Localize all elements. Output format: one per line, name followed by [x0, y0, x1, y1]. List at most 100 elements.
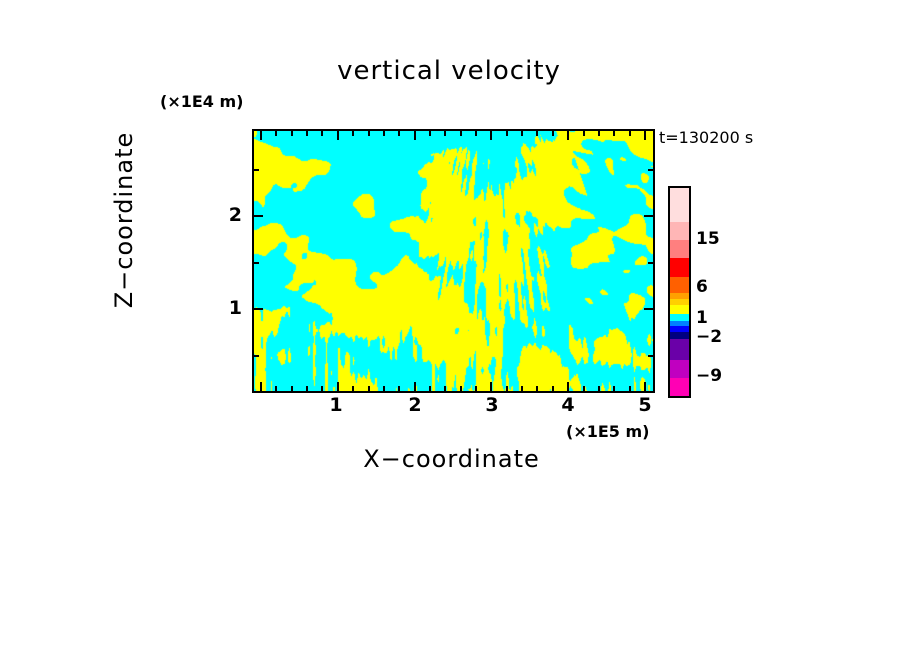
- colorbar-band-yellow: [670, 305, 689, 314]
- y-tick: [254, 215, 263, 217]
- colorbar-band-pink: [670, 222, 689, 240]
- x-tick: [552, 386, 554, 391]
- page-title: vertical velocity: [0, 56, 904, 86]
- colorbar: [668, 186, 691, 398]
- x-tick: [444, 131, 446, 136]
- x-tick-label: 3: [485, 394, 499, 416]
- page-title-text: vertical velocity: [337, 56, 561, 86]
- colorbar-band-orange: [670, 277, 689, 293]
- colorbar-band-violet: [670, 360, 689, 378]
- plot-area: [252, 129, 655, 393]
- x-tick-label: 2: [408, 394, 422, 416]
- x-tick: [275, 131, 277, 136]
- x-tick: [567, 131, 569, 140]
- y-tick: [644, 215, 653, 217]
- colorbar-band-magenta: [670, 378, 689, 396]
- x-tick: [613, 131, 615, 136]
- x-tick: [460, 386, 462, 391]
- x-tick: [337, 382, 339, 391]
- x-tick: [536, 386, 538, 391]
- x-tick: [490, 131, 492, 140]
- x-tick: [521, 131, 523, 136]
- x-tick: [352, 131, 354, 136]
- x-tick: [475, 386, 477, 391]
- x-tick: [644, 382, 646, 391]
- y-tick-label: 2: [228, 204, 242, 226]
- x-tick: [460, 131, 462, 136]
- x-tick: [536, 131, 538, 136]
- x-tick: [383, 386, 385, 391]
- vertical-velocity-field: [254, 131, 653, 391]
- x-tick: [414, 131, 416, 140]
- x-tick: [444, 386, 446, 391]
- x-tick: [613, 386, 615, 391]
- x-tick: [644, 131, 646, 140]
- y-tick: [254, 262, 259, 264]
- x-tick: [506, 386, 508, 391]
- x-tick: [583, 131, 585, 136]
- y-axis-unit-label: (×1E4 m): [160, 92, 244, 111]
- x-tick: [629, 131, 631, 136]
- x-tick: [291, 131, 293, 136]
- colorbar-label: 15: [696, 229, 720, 249]
- x-tick: [275, 386, 277, 391]
- colorbar-band-dark-gold: [670, 293, 689, 299]
- x-tick: [291, 386, 293, 391]
- x-tick: [414, 382, 416, 391]
- y-tick: [648, 262, 653, 264]
- y-tick: [648, 355, 653, 357]
- x-tick: [398, 386, 400, 391]
- y-axis-title: Z−coordinate: [110, 131, 138, 309]
- x-tick: [352, 386, 354, 391]
- colorbar-band-salmon: [670, 240, 689, 258]
- colorbar-band-cyan: [670, 314, 689, 321]
- x-tick: [321, 131, 323, 136]
- x-tick: [383, 131, 385, 136]
- x-tick: [506, 131, 508, 136]
- x-tick: [521, 386, 523, 391]
- x-tick: [429, 131, 431, 136]
- x-tick: [368, 131, 370, 136]
- y-tick-label: 1: [228, 297, 242, 319]
- x-tick: [583, 386, 585, 391]
- x-tick: [260, 131, 262, 140]
- x-tick: [337, 131, 339, 140]
- x-tick-label: 1: [329, 394, 343, 416]
- colorbar-band-navy: [670, 332, 689, 339]
- x-tick: [368, 386, 370, 391]
- x-tick: [552, 131, 554, 136]
- colorbar-label: −9: [696, 366, 723, 386]
- colorbar-label: 6: [696, 277, 708, 297]
- y-tick: [644, 308, 653, 310]
- x-tick: [429, 386, 431, 391]
- x-tick-label: 4: [561, 394, 575, 416]
- colorbar-band-gold: [670, 299, 689, 305]
- x-tick: [306, 131, 308, 136]
- colorbar-band-light-pink: [670, 188, 689, 222]
- x-tick: [398, 131, 400, 136]
- x-tick: [321, 386, 323, 391]
- x-tick: [598, 386, 600, 391]
- y-tick: [254, 169, 259, 171]
- colorbar-band-purple: [670, 339, 689, 360]
- x-tick: [306, 386, 308, 391]
- colorbar-band-azure: [670, 321, 689, 326]
- x-axis-title: X−coordinate: [363, 445, 540, 473]
- x-tick: [629, 386, 631, 391]
- colorbar-label: 1: [696, 308, 708, 328]
- colorbar-band-red: [670, 258, 689, 277]
- x-axis-unit-label: (×1E5 m): [566, 422, 650, 441]
- x-tick: [260, 382, 262, 391]
- y-tick: [254, 355, 259, 357]
- timestamp-annotation: t=130200 s: [659, 128, 754, 147]
- colorbar-band-blue: [670, 326, 689, 332]
- colorbar-label: −2: [696, 327, 723, 347]
- y-tick: [648, 169, 653, 171]
- x-tick-label: 5: [638, 394, 652, 416]
- x-tick: [475, 131, 477, 136]
- y-tick: [254, 308, 263, 310]
- x-tick: [490, 382, 492, 391]
- x-tick: [598, 131, 600, 136]
- x-tick: [567, 382, 569, 391]
